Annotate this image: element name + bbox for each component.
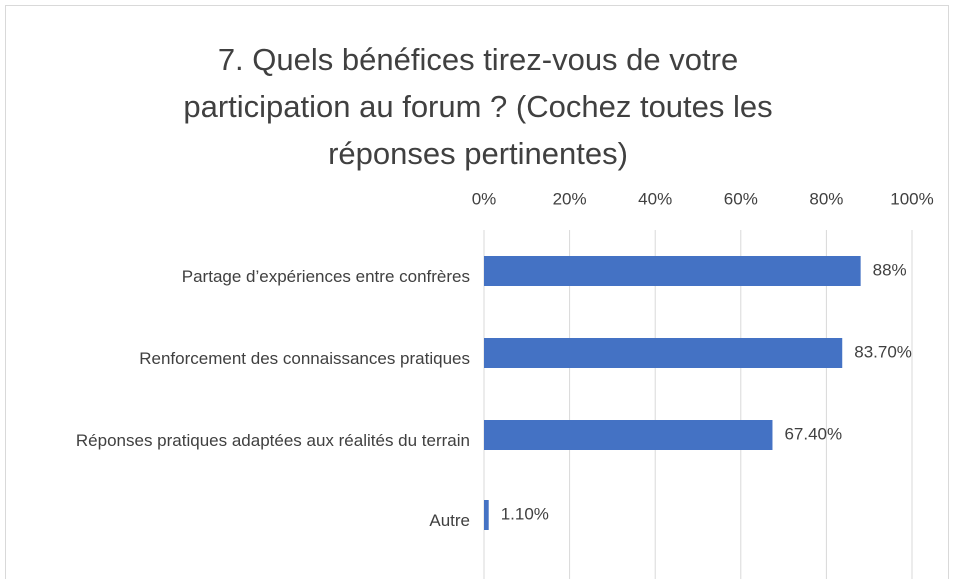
- x-tick-label: 20%: [553, 189, 587, 208]
- bar: [484, 420, 773, 450]
- category-label: Réponses pratiques adaptées aux réalités…: [75, 431, 470, 450]
- value-label: 88%: [873, 260, 907, 279]
- x-tick-label: 80%: [809, 189, 843, 208]
- x-tick-label: 40%: [638, 189, 672, 208]
- bar: [484, 338, 843, 368]
- category-label: Renforcement des connaissances pratiques: [139, 349, 470, 368]
- value-label: 67.40%: [784, 424, 842, 443]
- chart-title: 7. Quels bénéfices tirez-vous de votre p…: [183, 42, 773, 171]
- x-tick-label: 100%: [890, 189, 933, 208]
- category-label: Autre: [429, 511, 470, 530]
- value-label: 83.70%: [854, 342, 912, 361]
- value-label: 1.10%: [501, 504, 549, 523]
- category-label: Partage d’expériences entre confrères: [181, 267, 470, 286]
- x-tick-label: 0%: [472, 189, 497, 208]
- x-tick-label: 60%: [724, 189, 758, 208]
- bar: [484, 500, 489, 530]
- bar: [484, 256, 861, 286]
- chart-frame: [5, 5, 949, 579]
